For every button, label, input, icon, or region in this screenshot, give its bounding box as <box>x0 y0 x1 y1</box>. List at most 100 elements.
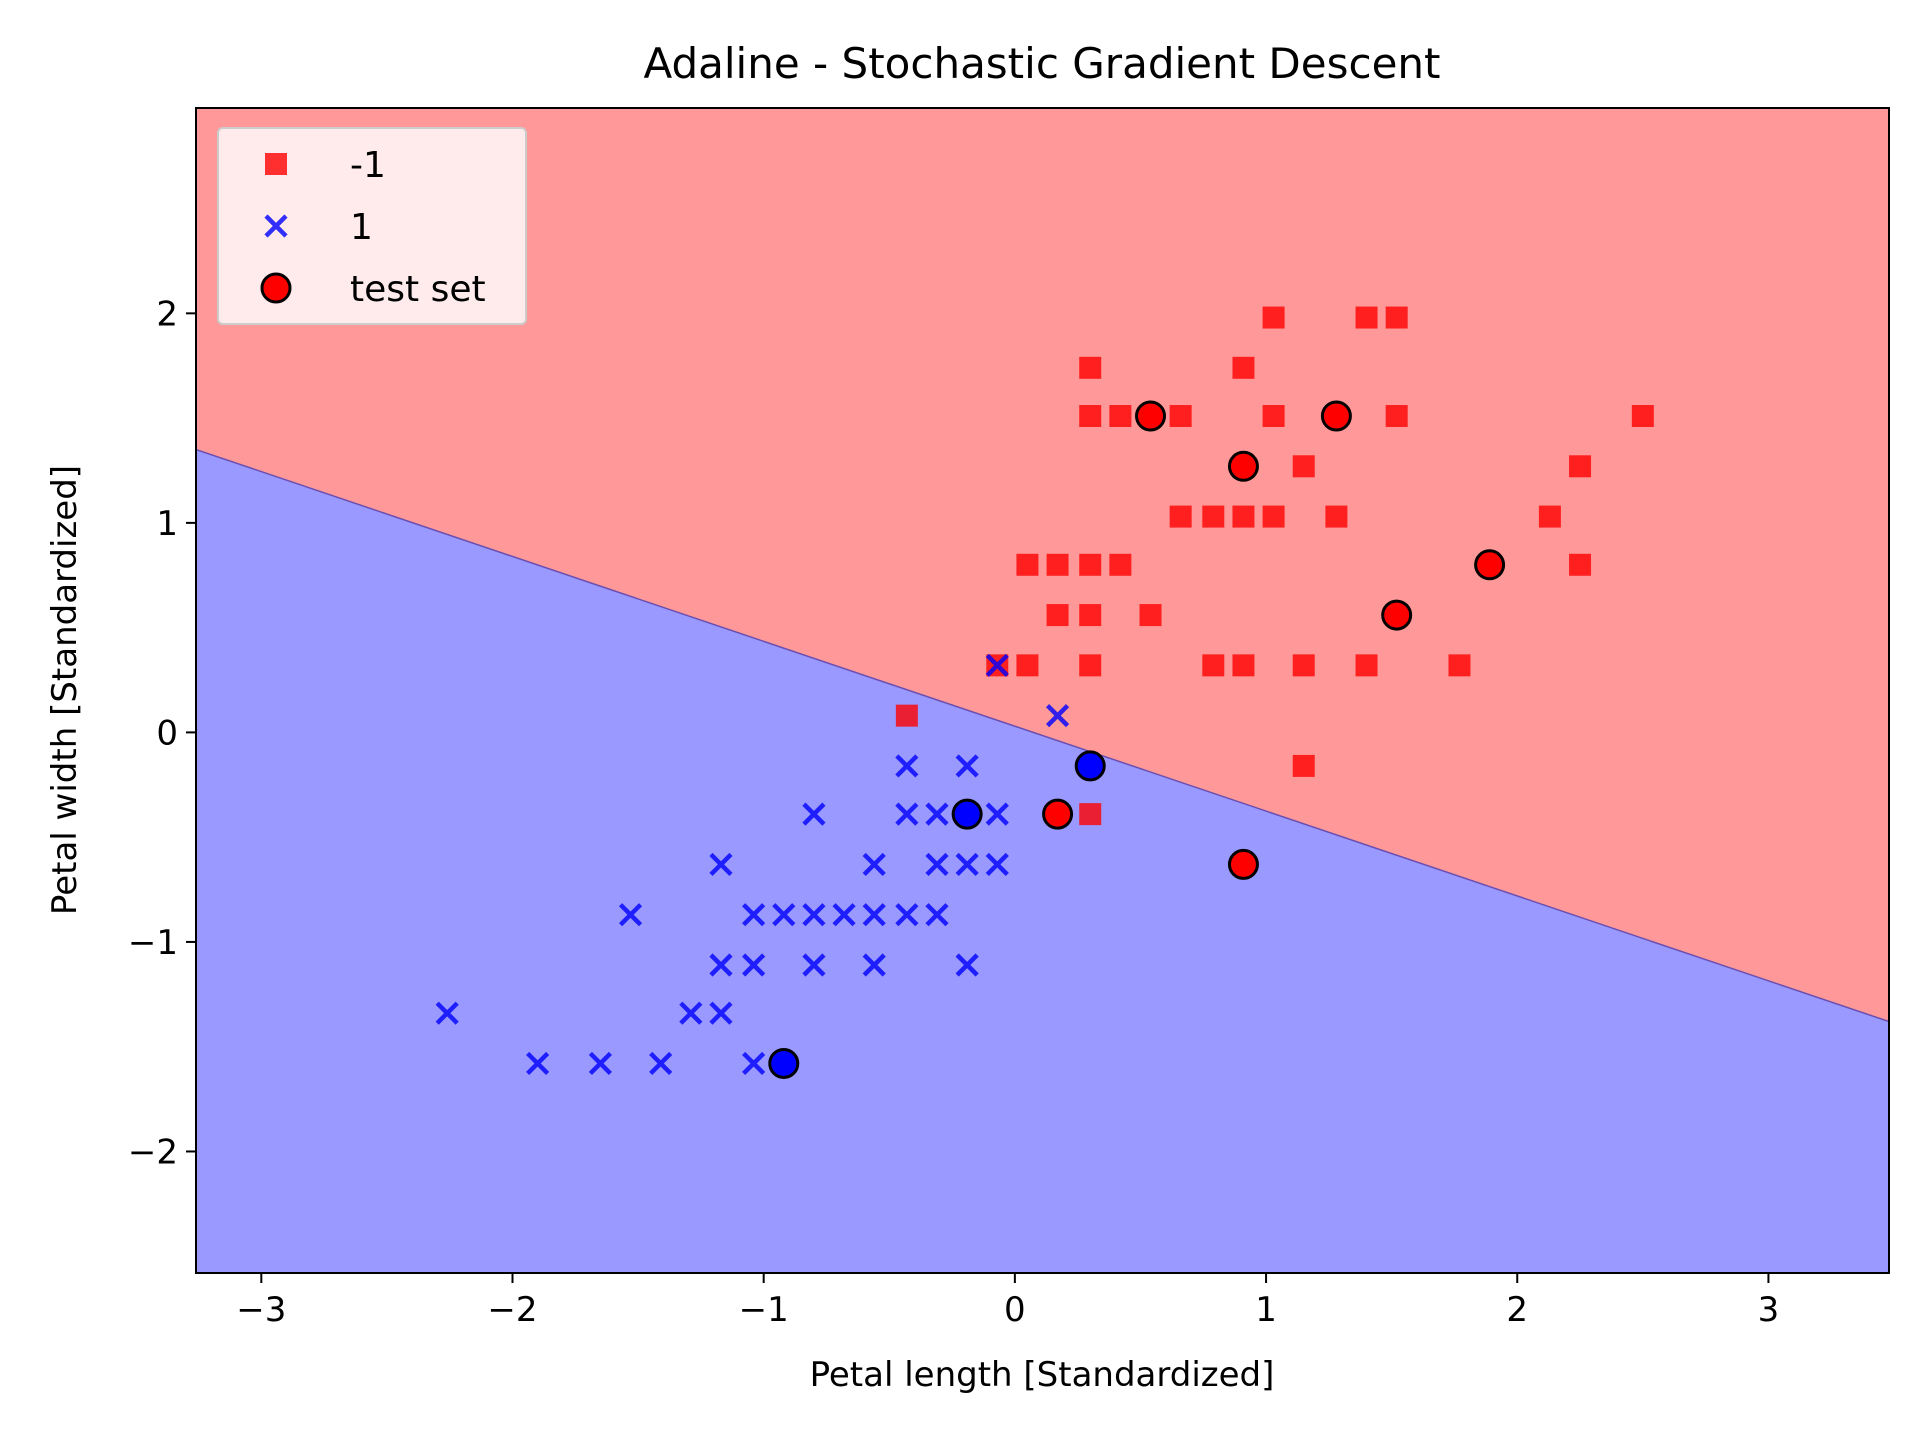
legend-x-icon <box>264 214 288 238</box>
data-point-square <box>1385 405 1408 428</box>
y-tick-label: −2 <box>128 1132 178 1172</box>
data-point-x <box>955 754 979 778</box>
data-point-x <box>588 1051 613 1076</box>
data-point-square <box>1355 654 1378 677</box>
y-tick-label: −1 <box>128 923 178 963</box>
region-class-1 <box>196 449 1889 1273</box>
data-point-x <box>985 802 1009 826</box>
test-point-circle <box>1474 549 1506 581</box>
data-point-square <box>1079 405 1102 428</box>
data-point-x <box>1045 704 1070 728</box>
data-point-x <box>925 903 949 927</box>
data-point-x <box>742 1051 766 1076</box>
x-tick-label: −3 <box>236 1290 286 1330</box>
data-point-x <box>649 1051 673 1076</box>
data-point-x <box>862 953 886 977</box>
x-tick-label: 3 <box>1758 1290 1780 1330</box>
data-point-square <box>1325 505 1348 528</box>
data-point-x <box>802 953 826 977</box>
data-point-square <box>895 704 918 727</box>
data-point-square <box>1631 405 1654 428</box>
data-point-square <box>1385 306 1408 329</box>
test-point-circle <box>1227 848 1259 880</box>
data-point-square <box>1569 553 1592 576</box>
data-point-x <box>832 903 856 927</box>
data-point-x <box>679 1001 703 1025</box>
test-point-circle <box>1227 450 1259 482</box>
data-point-square <box>1016 654 1039 677</box>
y-axis-label: Petal width [Standardized] <box>45 465 85 915</box>
x-tick-label: −1 <box>739 1290 789 1330</box>
data-point-square <box>1202 654 1225 677</box>
data-point-square <box>1262 306 1285 329</box>
x-tick-label: −2 <box>487 1290 537 1330</box>
data-point-x <box>709 953 733 977</box>
x-tick-label: 2 <box>1506 1290 1528 1330</box>
data-point-square <box>1292 654 1315 677</box>
x-tick-label: 0 <box>1004 1290 1026 1330</box>
series-test-set <box>768 400 1506 1079</box>
y-tick-label: 1 <box>156 504 178 544</box>
test-point-circle <box>1381 599 1413 631</box>
legend-box <box>217 127 527 325</box>
legend-circle-icon <box>260 272 292 304</box>
data-point-x <box>895 754 919 778</box>
data-points <box>435 306 1654 1079</box>
data-point-square <box>1079 803 1102 826</box>
data-point-square <box>1169 405 1192 428</box>
x-axis-label: Petal length [Standardized] <box>810 1355 1275 1395</box>
test-point-circle <box>951 798 983 830</box>
test-point-circle <box>768 1047 800 1079</box>
data-point-x <box>618 903 643 927</box>
y-axis: −2 −1 0 1 2 <box>128 294 196 1172</box>
data-point-square <box>1109 405 1132 428</box>
data-point-x <box>985 653 1009 677</box>
data-point-square <box>1046 604 1069 627</box>
data-point-square <box>1262 505 1285 528</box>
data-point-square <box>1448 654 1471 677</box>
decision-boundary <box>196 448 1889 1023</box>
legend-label: -1 <box>350 145 386 186</box>
data-point-x <box>925 852 949 877</box>
data-point-x <box>985 852 1009 877</box>
data-point-square <box>1232 654 1255 677</box>
test-point-circle <box>1074 750 1106 782</box>
data-point-x <box>895 903 919 927</box>
data-point-square <box>1232 505 1255 528</box>
legend: -1 1 test set <box>217 127 527 325</box>
data-point-square <box>1292 754 1315 777</box>
data-point-square <box>1202 505 1225 528</box>
y-tick-label: 2 <box>156 294 178 334</box>
legend-square-icon <box>265 153 287 175</box>
data-point-square <box>1046 553 1069 576</box>
x-axis: −3 −2 −1 0 1 2 3 <box>236 1273 1779 1330</box>
data-point-square <box>1292 455 1315 478</box>
data-point-square <box>1109 553 1132 576</box>
data-point-x <box>862 903 886 927</box>
chart-title: Adaline - Stochastic Gradient Descent <box>643 39 1440 88</box>
legend-label: 1 <box>350 207 373 248</box>
x-tick-label: 1 <box>1255 1290 1277 1330</box>
data-point-x <box>802 802 826 826</box>
data-point-square <box>1079 604 1102 627</box>
data-point-x <box>709 1001 733 1025</box>
data-point-x <box>955 953 979 977</box>
data-point-square <box>1569 455 1592 478</box>
data-point-x <box>742 953 766 977</box>
data-point-square <box>1079 553 1102 576</box>
data-point-x <box>862 852 886 877</box>
data-point-square <box>1538 505 1561 528</box>
data-point-square <box>1169 505 1192 528</box>
plot-frame <box>195 107 1890 1274</box>
test-point-circle <box>1042 798 1074 830</box>
data-point-x <box>895 802 919 826</box>
legend-item: 1 <box>264 207 373 248</box>
data-point-x <box>435 1001 459 1025</box>
data-point-square <box>1079 654 1102 677</box>
data-point-x <box>925 802 949 826</box>
y-tick-label: 0 <box>156 713 178 753</box>
legend-item: -1 <box>265 145 386 186</box>
data-point-x <box>955 852 979 877</box>
data-point-x <box>772 903 796 927</box>
data-point-square <box>1079 356 1102 379</box>
